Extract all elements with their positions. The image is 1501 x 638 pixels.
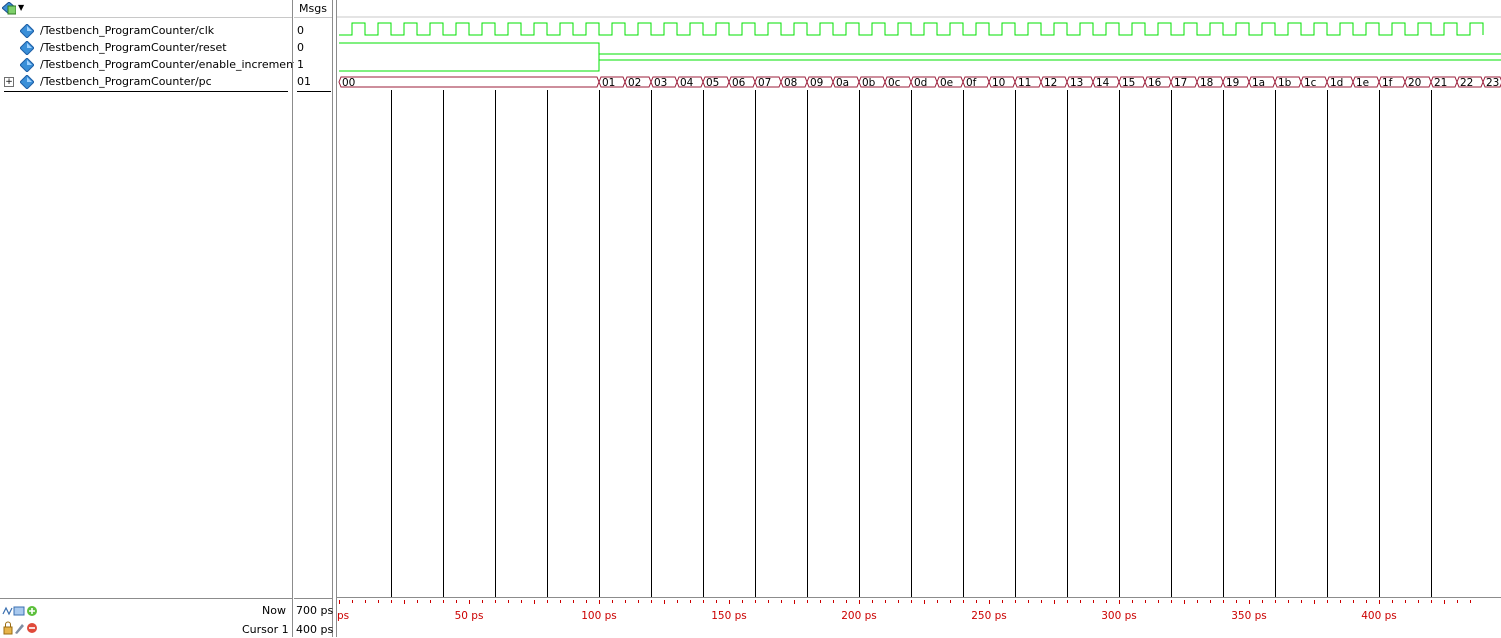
timeline-tick-label: 200 ps — [841, 610, 877, 622]
wave-tools-icon[interactable] — [2, 604, 42, 618]
pc-bus-value: 15 — [1122, 77, 1135, 89]
pc-bus-value: 12 — [1044, 77, 1057, 89]
pc-bus-value: 11 — [1018, 77, 1031, 89]
cursor-value[interactable]: 400 ps — [296, 623, 334, 636]
selection-underline — [297, 91, 331, 92]
signal-name: /Testbench_ProgramCounter/clk — [40, 24, 215, 37]
signal-name: /Testbench_ProgramCounter/reset — [40, 41, 227, 54]
pc-bus-value: 21 — [1434, 77, 1447, 89]
signal-row-reset[interactable]: /Testbench_ProgramCounter/reset — [0, 39, 292, 56]
pc-bus-value: 1a — [1252, 77, 1265, 89]
pc-bus-value: 1c — [1304, 77, 1317, 89]
signal-diamond-icon — [20, 24, 34, 38]
chevron-down-icon[interactable]: ▼ — [18, 3, 25, 12]
msgs-header: Msgs — [294, 0, 332, 18]
pc-bus-value: 19 — [1226, 77, 1239, 89]
cursor-tools-icon[interactable] — [2, 621, 42, 635]
signal-row-enable-increment[interactable]: /Testbench_ProgramCounter/enable_increme… — [0, 56, 297, 73]
pc-bus-value: 05 — [706, 77, 719, 89]
signal-row-clk[interactable]: /Testbench_ProgramCounter/clk — [0, 22, 292, 39]
timeline-tick-label: 300 ps — [1101, 610, 1137, 622]
pc-bus-value: 14 — [1096, 77, 1110, 89]
pc-bus-value: 1b — [1278, 77, 1292, 89]
selection-underline — [4, 91, 288, 92]
waveform-panel[interactable]: 00 01 02 03 04 05 06 07 08 09 0a 0b 0c 0d 0e 0f 10 11 12 13… — [336, 0, 1501, 637]
pc-bus-value: 0c — [888, 77, 901, 89]
now-value: 700 ps — [296, 604, 334, 617]
pc-bus-value: 03 — [654, 77, 667, 89]
reset-waveform — [339, 42, 1501, 61]
signal-names-panel: ▼ /Testbench_ProgramCounter/clk /Testben… — [0, 0, 297, 637]
pc-bus-value: 0e — [940, 77, 953, 89]
signal-type-icon[interactable] — [2, 2, 16, 15]
pc-bus-value: 04 — [680, 77, 694, 89]
names-header: ▼ — [0, 0, 292, 18]
signal-value-reset: 0 — [297, 41, 304, 54]
pc-bus-value: 08 — [784, 77, 797, 89]
timeline-start-label: ps — [337, 610, 349, 622]
clk-waveform — [339, 22, 1484, 36]
pc-bus-value: 17 — [1174, 77, 1187, 89]
pc-bus-value: 0b — [862, 77, 876, 89]
signal-row-pc[interactable]: + /Testbench_ProgramCounter/pc — [0, 73, 292, 90]
pc-bus-value: 1f — [1382, 77, 1393, 89]
pc-bus-value: 07 — [758, 77, 771, 89]
timeline-tick-label: 400 ps — [1361, 610, 1397, 622]
pc-bus-value: 0a — [836, 77, 849, 89]
signal-value-enable-increment: 1 — [297, 58, 304, 71]
waveform-canvas[interactable]: 00 01 02 03 04 05 06 07 08 09 0a 0b 0c 0d 0e 0f 10 11 12 13… — [337, 0, 1501, 637]
pc-bus-value: 01 — [602, 77, 615, 89]
pc-bus-value: 06 — [732, 77, 746, 89]
timeline-tick-label: 250 ps — [971, 610, 1007, 622]
pc-bus-value: 0d — [914, 77, 927, 89]
pc-bus-value: 20 — [1408, 77, 1421, 89]
enable-increment-waveform — [339, 53, 1501, 72]
pc-bus-value: 18 — [1200, 77, 1213, 89]
pc-bus-segment — [338, 76, 600, 88]
signal-diamond-icon — [20, 58, 34, 72]
pc-bus-value: 0f — [966, 77, 977, 89]
timeline-tick-label: 100 ps — [581, 610, 617, 622]
timeline-tick-label: 150 ps — [711, 610, 747, 622]
pc-bus-value: 10 — [992, 77, 1005, 89]
msgs-panel: Msgs 0 0 1 01 — [294, 0, 333, 637]
pc-bus-value: 16 — [1148, 77, 1162, 89]
pc-bus-value: 02 — [628, 77, 641, 89]
signal-value-pc: 01 — [297, 75, 311, 88]
now-label: Now — [262, 604, 286, 617]
pc-bus-value: 00 — [342, 77, 355, 89]
signal-value-clk: 0 — [297, 24, 304, 37]
pc-bus-segment — [1482, 76, 1501, 88]
expand-plus-icon[interactable]: + — [4, 77, 14, 87]
cursor-pane: Now Cursor 1 — [0, 598, 292, 638]
signal-name: /Testbench_ProgramCounter/enable_increme… — [40, 58, 298, 71]
signal-diamond-icon — [20, 41, 34, 55]
pc-bus-value: 23 — [1486, 77, 1499, 89]
cursor-values-pane: 700 ps 400 ps — [294, 598, 334, 638]
pc-bus-value: 1e — [1356, 77, 1369, 89]
cursor-label[interactable]: Cursor 1 — [242, 623, 289, 636]
timeline-tick-label: 50 ps — [455, 610, 484, 622]
pc-bus-value: 09 — [810, 77, 823, 89]
pc-bus-value: 13 — [1070, 77, 1083, 89]
signal-diamond-icon — [20, 75, 34, 89]
pc-bus-value: 1d — [1330, 77, 1343, 89]
timeline-tick-label: 350 ps — [1231, 610, 1267, 622]
pc-bus-value: 22 — [1460, 77, 1473, 89]
signal-name: /Testbench_ProgramCounter/pc — [40, 75, 212, 88]
